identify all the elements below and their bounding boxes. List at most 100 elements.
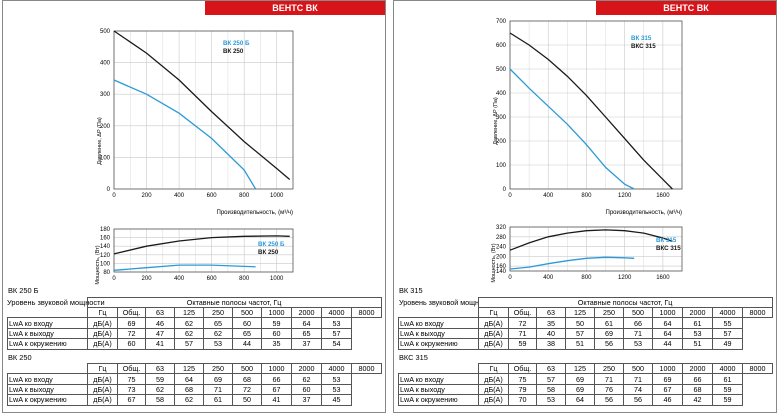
x-tick-label: 400 [543,193,554,199]
row-unit: дБ(А) [478,317,509,329]
y-tick-label: 400 [100,61,111,67]
table-header-cell: Гц [478,306,509,319]
table-cell: 53 [321,383,352,396]
table-cell: 57 [321,327,352,340]
table-header-spacer [8,308,88,318]
table-row: LwA к выходу дБ(А) 72 47 62 62 65 60 65 57 [7,327,382,340]
table-cell: 56 [623,394,653,406]
panel-left: ВЕНТС ВК 0 200 400 600 800 1000 0 100 200 300 400 5… [2,0,386,413]
table-cell: 73 [117,383,146,396]
row-unit: дБ(А) [87,383,118,396]
table-cell: 45 [321,394,352,406]
table-header-cell: 250 [594,362,624,375]
y-tick-label: 240 [496,245,507,251]
table-header-cell: 1000 [261,362,292,375]
table-row: LwA к выходу дБ(А) 79 58 69 76 74 67 68 59 [398,383,773,396]
table-cell: 53 [623,338,653,350]
table-cell: 44 [232,338,262,350]
series-line-black [113,30,291,180]
table-cell: 71 [623,373,653,385]
table-cell: 68 [682,383,713,396]
table-header-cell: 250 [594,306,624,319]
table-header-cell: 250 [203,306,233,319]
table-unit-title: Уровень звуковой мощности [399,298,478,308]
table-header-cell: Гц [478,362,509,375]
table-row: LwA к окружению дБ(А) 60 41 57 53 44 35 37 54 [7,338,382,350]
table-cell: 72 [232,383,262,396]
row-label: LwA ко входу [7,373,88,385]
brand-header: ВЕНТС ВК [596,1,776,15]
y-tick-label: 160 [496,264,507,270]
x-axis-label: Производительность, (м³/ч) [606,210,682,216]
table-cell: 69 [203,373,233,385]
y-tick-label: 320 [496,225,507,231]
table-cell: 69 [594,327,624,340]
table-cell: 71 [203,383,233,396]
row-label: LwA ко входу [398,373,479,385]
table-cell: 64 [565,394,595,406]
table-cell: 58 [145,394,175,406]
table-cell: 57 [712,327,743,340]
table-cell: 53 [321,317,352,329]
brand-header: ВЕНТС ВК [205,1,385,15]
table-cell: 60 [291,383,322,396]
table-cell: 35 [261,338,292,350]
row-unit: дБ(А) [478,327,509,340]
series-line-black [113,235,290,255]
y-tick-label: 280 [496,235,507,241]
table-row: LwA к окружению дБ(А) 59 38 51 56 53 44 51 49 [398,338,773,350]
row-unit: дБ(А) [87,394,118,406]
table-cell: 70 [508,394,537,406]
table-cell: 75 [508,373,537,385]
table-cell: 53 [321,373,352,385]
table-header-cell: 1000 [261,306,292,319]
sound-table: Гц Общ. 63 125 250 500 1000 2000 4000 8000 LwA ко … [398,362,773,406]
table-header-cell: 250 [203,362,233,375]
row-label: LwA к выходу [7,383,88,396]
table-header-cell: 8000 [742,362,773,375]
table-header-cell: Общ. [508,306,537,319]
table-cell: 65 [232,327,262,340]
row-unit: дБ(А) [478,383,509,396]
table-header-cell: 63 [536,362,566,375]
table-row: LwA к выходу дБ(А) 73 62 68 71 72 67 60 53 [7,383,382,396]
table-row: LwA ко входу дБ(А) 75 59 64 69 68 66 62 53 [7,373,382,385]
x-tick-label: 0 [508,275,512,281]
table-cell: 60 [117,338,146,350]
y-tick-label: 140 [496,269,507,275]
sound-table: Гц Общ. 63 125 250 500 1000 2000 4000 8000 LwA ко … [7,306,382,350]
table-cell: 57 [565,327,595,340]
table-cell: 69 [565,373,595,385]
table-cell: 60 [261,327,292,340]
table-cell: 57 [536,373,566,385]
table-cell: 67 [261,383,292,396]
row-label: LwA к выходу [398,327,479,340]
plot-frame [113,228,294,273]
table-header-cell: Гц [87,306,118,319]
x-tick-label: 400 [543,275,554,281]
table-header-cell: Гц [87,362,118,375]
table-row: LwA к окружению дБ(А) 70 53 64 56 56 46 42 59 [398,394,773,406]
table-cell: 58 [536,383,566,396]
legend-entry: ВКС 315 [631,43,656,50]
model-name: ВК 250 [8,353,32,362]
table-cell: 37 [291,338,322,350]
model-name: ВК 315 [399,286,423,295]
legend-entry: ВК 315 [631,35,652,42]
table-cell: 62 [174,394,204,406]
table-header-cell: 125 [174,306,204,319]
table-header-cell: 8000 [742,306,773,319]
table-cell: 49 [712,338,743,350]
table-cell: 38 [536,338,566,350]
table-cell: 64 [652,317,683,329]
row-unit: дБ(А) [87,373,118,385]
y-tick-label: 200 [496,254,507,260]
table-cell: 62 [203,327,233,340]
x-axis-label: Производительность, (м³/ч) [217,210,293,216]
x-tick-label: 200 [142,276,153,282]
pressure-chart-left: 0 200 400 600 800 1000 0 100 200 300 400 500 ВК 250 … [97,29,294,216]
row-unit: дБ(А) [478,394,509,406]
table-header-cell: 8000 [351,306,382,319]
table-cell: 53 [203,338,233,350]
